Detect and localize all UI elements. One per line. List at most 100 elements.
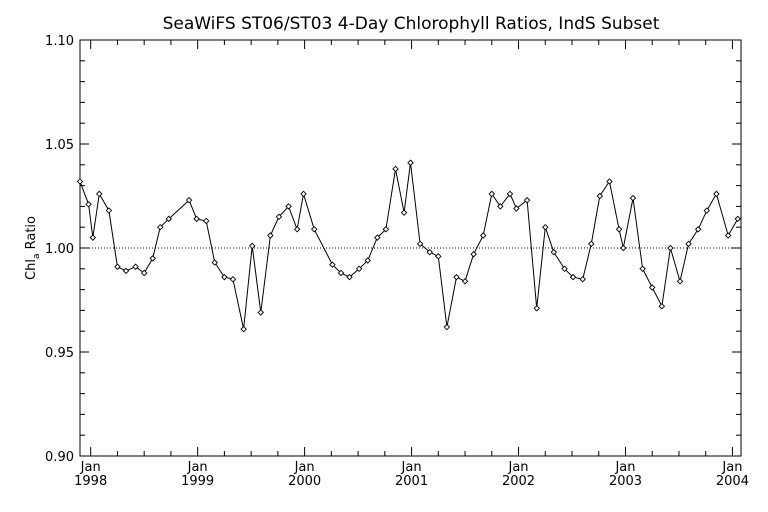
- data-point: [76, 178, 84, 185]
- data-point: [400, 209, 408, 216]
- data-point: [470, 251, 477, 258]
- data-point: [588, 240, 595, 248]
- data-point: [620, 244, 627, 252]
- data-point: [443, 323, 451, 331]
- data-point: [497, 203, 504, 210]
- x-tick-year: 1998: [74, 474, 107, 489]
- data-point: [105, 207, 113, 214]
- data-point: [114, 263, 121, 270]
- x-tick-year: 2001: [395, 474, 428, 489]
- data-point: [285, 203, 292, 210]
- data-point: [300, 190, 307, 198]
- y-axis: 0.90 0.95 1.00 1.05 1.10: [45, 34, 741, 465]
- data-point: [523, 196, 531, 204]
- data-point: [346, 273, 353, 281]
- data-point: [435, 253, 442, 260]
- y-tick-label: 0.90: [45, 450, 74, 465]
- x-tick-year: 2000: [288, 474, 321, 489]
- y-tick-label: 1.05: [45, 138, 74, 153]
- data-point: [392, 165, 399, 173]
- data-point: [257, 309, 264, 316]
- data-point: [579, 275, 586, 283]
- data-point: [96, 190, 103, 198]
- x-tick-month: Jan: [508, 460, 529, 475]
- y-tick-label: 0.95: [45, 346, 74, 361]
- data-point: [293, 226, 301, 233]
- x-tick-year: 2002: [502, 474, 535, 489]
- x-tick-month: Jan: [721, 460, 742, 475]
- data-point: [382, 226, 390, 233]
- data-point: [156, 223, 164, 231]
- data-point: [337, 269, 345, 277]
- data-point: [149, 255, 156, 262]
- data-point: [311, 226, 318, 233]
- data-point: [461, 278, 469, 285]
- x-tick-year: 1999: [181, 474, 214, 489]
- data-point: [267, 232, 274, 239]
- data-point: [606, 178, 613, 185]
- data-point: [542, 223, 549, 231]
- data-point: [694, 226, 702, 233]
- data-point: [407, 159, 414, 166]
- data-point: [229, 275, 237, 283]
- data-point: [211, 259, 219, 266]
- data-point: [667, 244, 674, 252]
- y-tick-label: 1.00: [45, 242, 74, 257]
- data-point: [658, 303, 666, 310]
- data-point: [248, 242, 256, 250]
- y-axis-label: Chla Ratio: [24, 216, 42, 280]
- data-point: [185, 196, 193, 204]
- data-point: [550, 248, 558, 256]
- data-point: [275, 213, 283, 221]
- data-point: [479, 232, 487, 239]
- x-tick-month: Jan: [614, 460, 635, 475]
- x-tick-year: 2004: [716, 474, 749, 489]
- data-point: [685, 240, 692, 248]
- data-point: [221, 273, 228, 281]
- data-point: [165, 215, 173, 223]
- data-point: [713, 190, 720, 198]
- data-point: [416, 240, 424, 248]
- data-point: [426, 248, 433, 256]
- data-point: [374, 234, 381, 241]
- data-point: [240, 325, 247, 333]
- plot-area: 0.900.951.001.051.10 Jan1998Jan1999Jan20…: [45, 34, 749, 489]
- data-point: [85, 201, 92, 208]
- x-tick-month: Jan: [401, 460, 422, 475]
- data-point: [615, 226, 623, 233]
- data-point: [453, 273, 460, 281]
- data-point: [488, 190, 496, 198]
- data-point: [132, 263, 139, 270]
- y-tick-label: 1.10: [45, 34, 74, 49]
- data-point: [193, 215, 200, 223]
- x-tick-month: Jan: [294, 460, 315, 475]
- data-point: [122, 267, 130, 275]
- data-point: [329, 261, 336, 268]
- data-point: [629, 194, 637, 202]
- x-axis: Jan1998Jan1999Jan2000Jan2001Jan2002Jan20…: [74, 40, 749, 489]
- data-point: [140, 269, 148, 277]
- series-points: [76, 159, 742, 333]
- data-point: [734, 215, 742, 223]
- data-point: [513, 205, 520, 212]
- x-tick-month: Jan: [80, 460, 101, 475]
- series-line: [79, 162, 739, 330]
- data-point: [506, 190, 514, 198]
- chart-title: SeaWiFS ST06/ST03 4-Day Chlorophyll Rati…: [163, 14, 660, 34]
- data-point: [533, 305, 540, 312]
- data-point: [596, 192, 604, 200]
- data-point: [561, 265, 568, 273]
- x-tick-year: 2003: [609, 474, 642, 489]
- data-point: [703, 207, 711, 214]
- data-point: [676, 278, 684, 285]
- data-point: [648, 284, 656, 291]
- data-point: [569, 273, 577, 281]
- data-point: [89, 234, 97, 241]
- data-point: [364, 257, 371, 264]
- data-point: [202, 217, 210, 225]
- data-point: [724, 232, 732, 239]
- data-point: [355, 265, 363, 273]
- data-point: [639, 265, 646, 273]
- x-tick-month: Jan: [187, 460, 208, 475]
